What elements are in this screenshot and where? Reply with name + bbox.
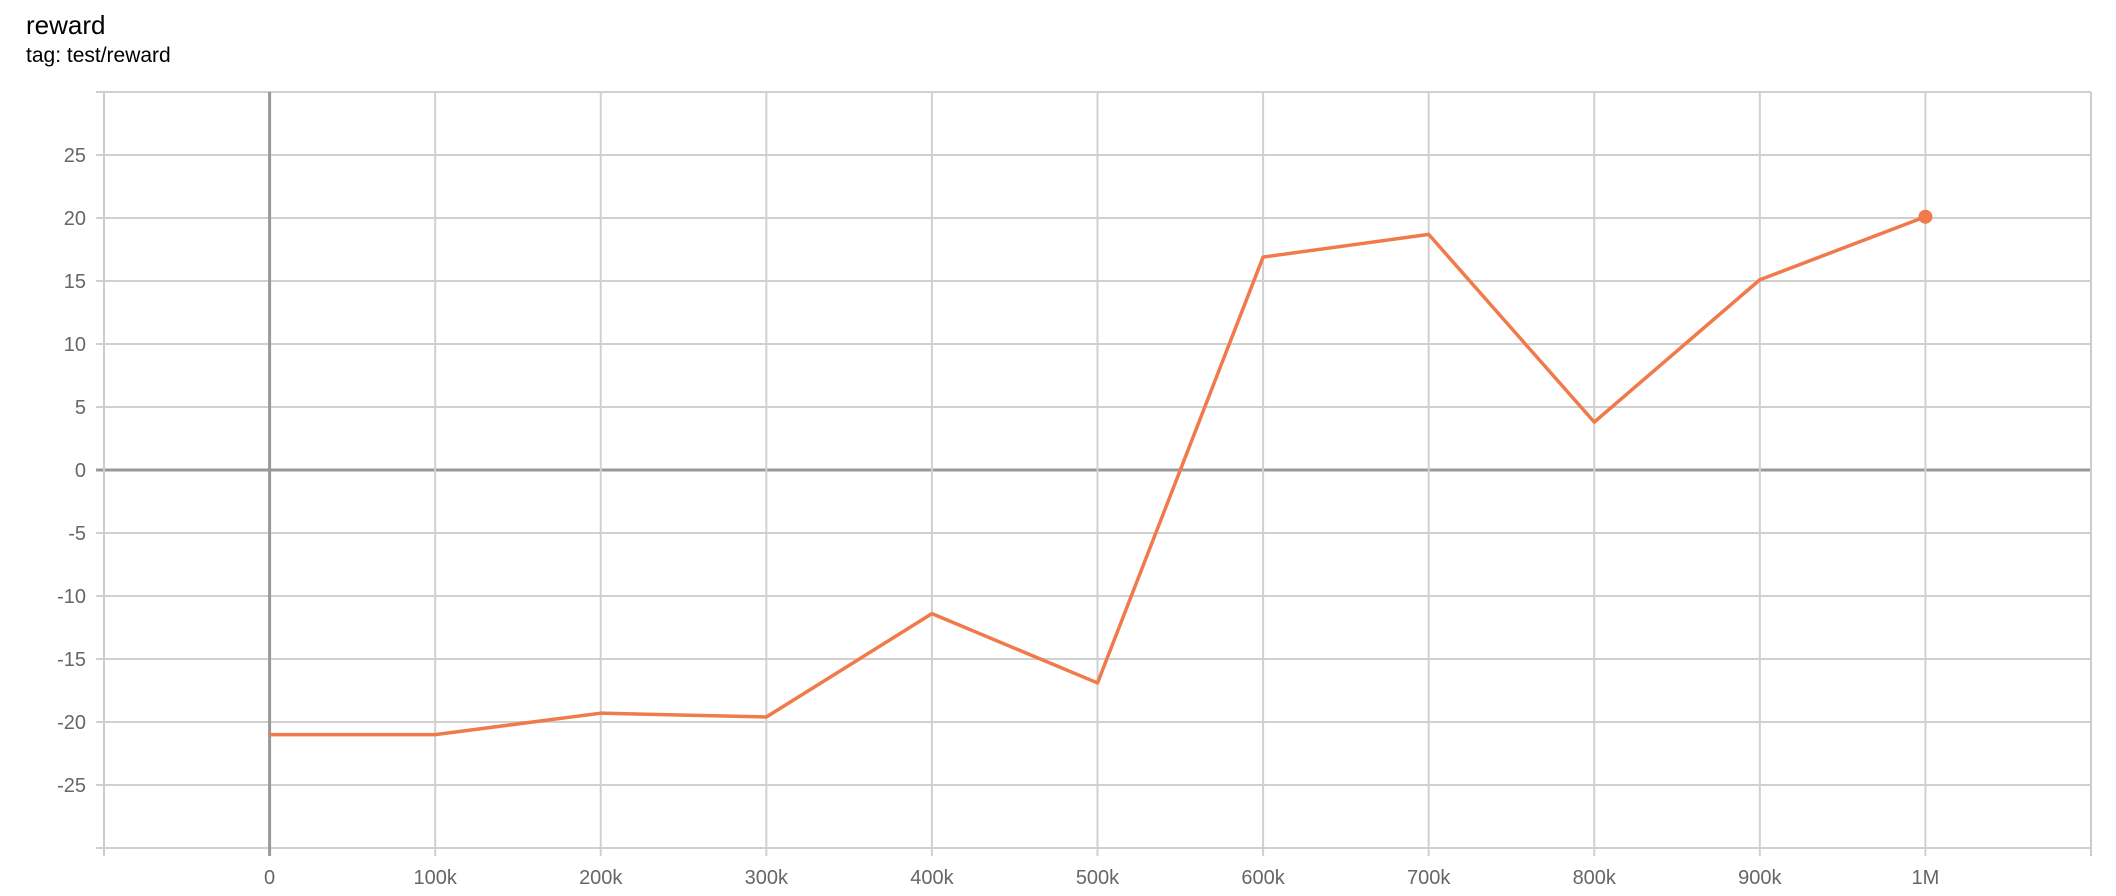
x-tick-label: 1M: [1912, 867, 1940, 889]
x-tick-label: 200k: [579, 867, 623, 889]
y-tick-label: -5: [68, 523, 86, 545]
axes: [103, 92, 2092, 856]
series-line: [269, 215, 1927, 737]
y-tick-label: 5: [75, 397, 86, 419]
x-tick-label: 600k: [1241, 867, 1285, 889]
y-tick-label: -20: [57, 712, 86, 734]
grid: [96, 91, 2091, 856]
y-tick-label: 25: [64, 145, 86, 167]
y-tick-label: -10: [57, 586, 86, 608]
series: [269, 209, 1933, 737]
y-tick-label: 20: [64, 208, 86, 230]
y-tick-label: 15: [64, 271, 86, 293]
x-tick-label: 400k: [910, 867, 954, 889]
chart-title: reward: [26, 10, 106, 40]
y-tick-label: 0: [75, 460, 86, 482]
x-tick-label: 800k: [1573, 867, 1617, 889]
y-tick-label: 10: [64, 334, 86, 356]
x-tick-label: 500k: [1076, 867, 1120, 889]
x-tick-label: 700k: [1407, 867, 1451, 889]
x-tick-label: 300k: [745, 867, 789, 889]
x-tick-label: 900k: [1738, 867, 1782, 889]
chart-tag: tag: test/reward: [26, 44, 171, 67]
y-tick-label: -15: [57, 649, 86, 671]
x-tick-label: 100k: [413, 867, 457, 889]
y-tick-label: -25: [57, 775, 86, 797]
data-point: [1918, 209, 1933, 224]
x-tick-label: 0: [264, 867, 275, 889]
tick-labels: -25 -20 -15 -10 -5 0 5 10 15 20 25 0 100k 200k 300k 400…: [57, 145, 1939, 889]
